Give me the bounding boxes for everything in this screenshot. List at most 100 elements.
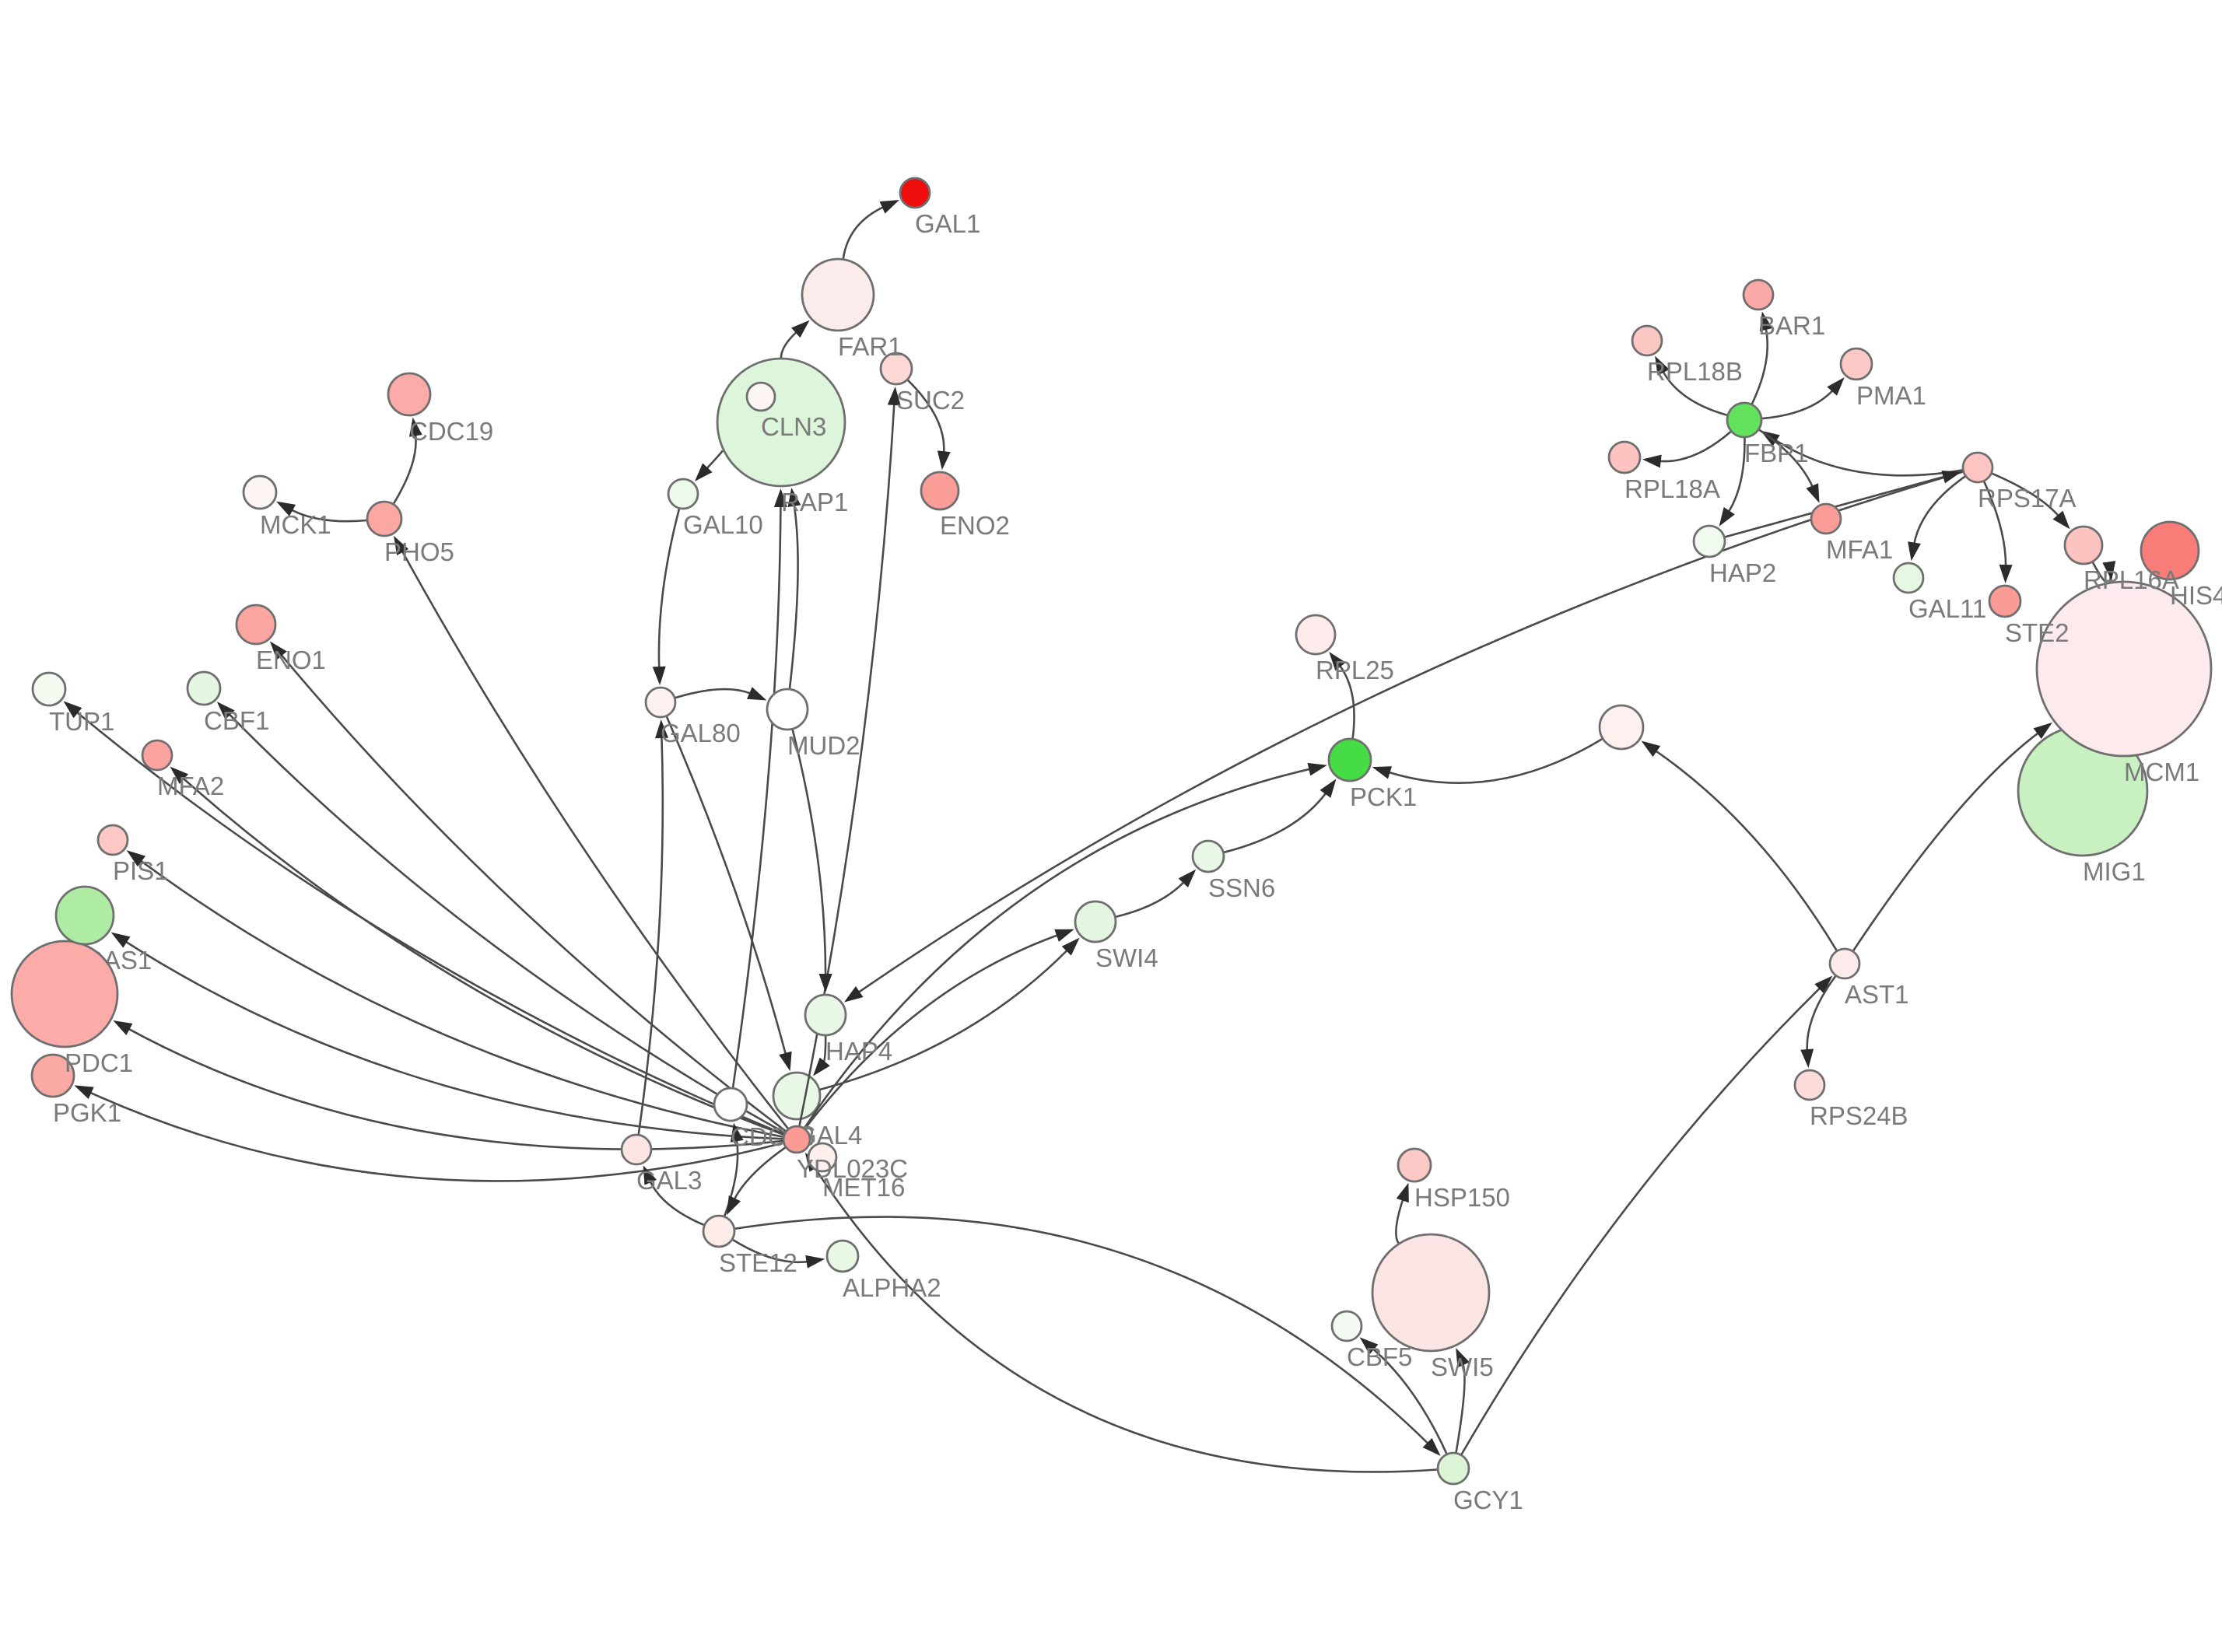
- edge-ydl023c-cbf1[interactable]: [226, 712, 785, 1134]
- edge-ste12-gal3[interactable]: [648, 1179, 705, 1227]
- node-ssn6[interactable]: [1191, 839, 1225, 873]
- edge-gal80-gal4[interactable]: [665, 716, 787, 1057]
- node-ste2[interactable]: [1988, 584, 2022, 618]
- node-his4[interactable]: [2140, 520, 2200, 581]
- edge-rps17a-fbp1[interactable]: [1773, 438, 1963, 477]
- edge-ste12-gcy1[interactable]: [734, 1216, 1431, 1446]
- edge-rap1-far1[interactable]: [780, 330, 799, 359]
- edge-ssn6-pck1[interactable]: [1224, 790, 1328, 854]
- node-rpl18b[interactable]: [1631, 324, 1663, 357]
- node-tup1[interactable]: [31, 671, 67, 707]
- node-cbf1[interactable]: [186, 670, 222, 706]
- node-pho5[interactable]: [366, 500, 403, 537]
- node-hap2[interactable]: [1692, 524, 1726, 558]
- node-ast1[interactable]: [1828, 947, 1861, 980]
- node-gal4[interactable]: [772, 1071, 822, 1121]
- edge-swi4-ssn6[interactable]: [1115, 880, 1186, 918]
- node-cdc19[interactable]: [387, 372, 432, 417]
- node-swi5[interactable]: [1371, 1233, 1491, 1353]
- node-ydl023c[interactable]: [782, 1125, 811, 1154]
- node-met16[interactable]: [807, 1142, 838, 1173]
- node-pck1[interactable]: [1327, 737, 1372, 782]
- edge-ydl023c-pdc1[interactable]: [126, 1027, 783, 1150]
- edge-rps17a-ste2[interactable]: [1983, 481, 2007, 569]
- node-gal11[interactable]: [1892, 562, 1925, 594]
- edge-cdc28-rap1[interactable]: [731, 503, 782, 1088]
- edge-gal80-mud2[interactable]: [675, 688, 753, 699]
- node-mud2[interactable]: [766, 688, 809, 731]
- node-far1[interactable]: [801, 257, 875, 332]
- edge-fbp1-bar1[interactable]: [1751, 326, 1769, 404]
- node-rpl16a[interactable]: [2063, 525, 2104, 565]
- edge-far1-gal1[interactable]: [842, 205, 886, 259]
- edge-gcy1-ast1[interactable]: [1460, 985, 1823, 1455]
- edge-ydl023c-ras1[interactable]: [123, 940, 783, 1140]
- edge-fbp1-pma1[interactable]: [1761, 388, 1835, 420]
- edge-mud2-hap4[interactable]: [791, 729, 827, 978]
- edge-ydl023c-ste12[interactable]: [732, 1146, 787, 1202]
- node-mfa2[interactable]: [141, 739, 173, 772]
- edge-ast1-mcm1[interactable]: [1852, 730, 2041, 952]
- node-gal80[interactable]: [644, 686, 677, 719]
- node-suc2[interactable]: [879, 352, 913, 386]
- node-eno1[interactable]: [235, 604, 277, 646]
- edge-pho5-cdc19[interactable]: [392, 432, 417, 505]
- node-mcm1[interactable]: [2035, 580, 2213, 758]
- node-rpl18a[interactable]: [1607, 440, 1642, 474]
- node-cbf5[interactable]: [1330, 1310, 1363, 1342]
- node-swi4[interactable]: [1074, 900, 1117, 943]
- edge-ydl023c-eno1[interactable]: [279, 653, 787, 1132]
- node-pgk1[interactable]: [30, 1053, 75, 1098]
- edge-ydl023c-tup1[interactable]: [75, 710, 784, 1136]
- edge-fbp1-hap2[interactable]: [1726, 437, 1746, 514]
- node-rps24b[interactable]: [1793, 1069, 1826, 1101]
- node-alpha2[interactable]: [825, 1239, 860, 1273]
- edge-ydl023c-pho5[interactable]: [400, 548, 789, 1129]
- node-gal3[interactable]: [620, 1133, 653, 1166]
- node-cln3[interactable]: [745, 381, 776, 412]
- node-ste12[interactable]: [702, 1214, 736, 1248]
- edge-ast1-node1[interactable]: [1653, 748, 1838, 951]
- edge-rps17a-rpl16a[interactable]: [1991, 472, 2061, 519]
- node-eno2[interactable]: [920, 471, 960, 511]
- node-gal10[interactable]: [667, 478, 699, 510]
- node-cdc28[interactable]: [713, 1087, 748, 1122]
- edge-rps17a-hap4[interactable]: [856, 471, 1964, 995]
- edge-pck1-rpl25[interactable]: [1337, 663, 1355, 739]
- node-unlabeled[interactable]: [1598, 704, 1645, 751]
- edge-gcy1-swi5[interactable]: [1455, 1361, 1466, 1453]
- node-hap4[interactable]: [804, 993, 847, 1037]
- node-mck1[interactable]: [242, 474, 278, 510]
- edge-ydl023c-swi4[interactable]: [804, 933, 1060, 1129]
- edge-rps17a-gal11[interactable]: [1912, 475, 1966, 546]
- node-rps17a[interactable]: [1961, 451, 1994, 484]
- edge-rap1-gal10[interactable]: [704, 449, 724, 471]
- node-ras1[interactable]: [54, 885, 115, 946]
- node-pdc1[interactable]: [10, 940, 119, 1048]
- edge-pho5-mck1[interactable]: [289, 508, 367, 523]
- edge-ydl023c-pis1[interactable]: [138, 858, 783, 1138]
- edge-fbp1-mfa1[interactable]: [1758, 429, 1814, 489]
- edge-fbp1-rpl18a[interactable]: [1657, 431, 1732, 463]
- edge-ast1-rps24b[interactable]: [1806, 975, 1837, 1053]
- edge-swi5-hsp150[interactable]: [1395, 1197, 1405, 1244]
- edge-ydl023c-pck1[interactable]: [803, 767, 1313, 1129]
- node-rpl25[interactable]: [1295, 614, 1337, 656]
- edge-ydl023c-mfa2[interactable]: [180, 775, 784, 1136]
- node-mfa1[interactable]: [1810, 502, 1842, 535]
- node-gcy1[interactable]: [1436, 1451, 1470, 1486]
- node-pma1[interactable]: [1839, 347, 1873, 381]
- node-bar1[interactable]: [1742, 278, 1775, 311]
- edge-gcy1-cbf5[interactable]: [1370, 1346, 1448, 1454]
- edge-ste12-alpha2[interactable]: [732, 1238, 810, 1264]
- edge-hap2-rps17a[interactable]: [1724, 474, 1947, 538]
- edge-suc2-eno2[interactable]: [907, 379, 945, 455]
- node-hsp150[interactable]: [1397, 1147, 1432, 1183]
- node-gal1[interactable]: [899, 177, 931, 209]
- edge-fbp1-rpl18b[interactable]: [1661, 369, 1728, 417]
- edge-gcy1-ydl023c[interactable]: [812, 1164, 1438, 1473]
- edge-mud2-rap1[interactable]: [788, 502, 799, 689]
- edge-node1-pck1[interactable]: [1386, 737, 1603, 785]
- node-pis1[interactable]: [96, 824, 129, 856]
- node-fbp1[interactable]: [1726, 401, 1763, 439]
